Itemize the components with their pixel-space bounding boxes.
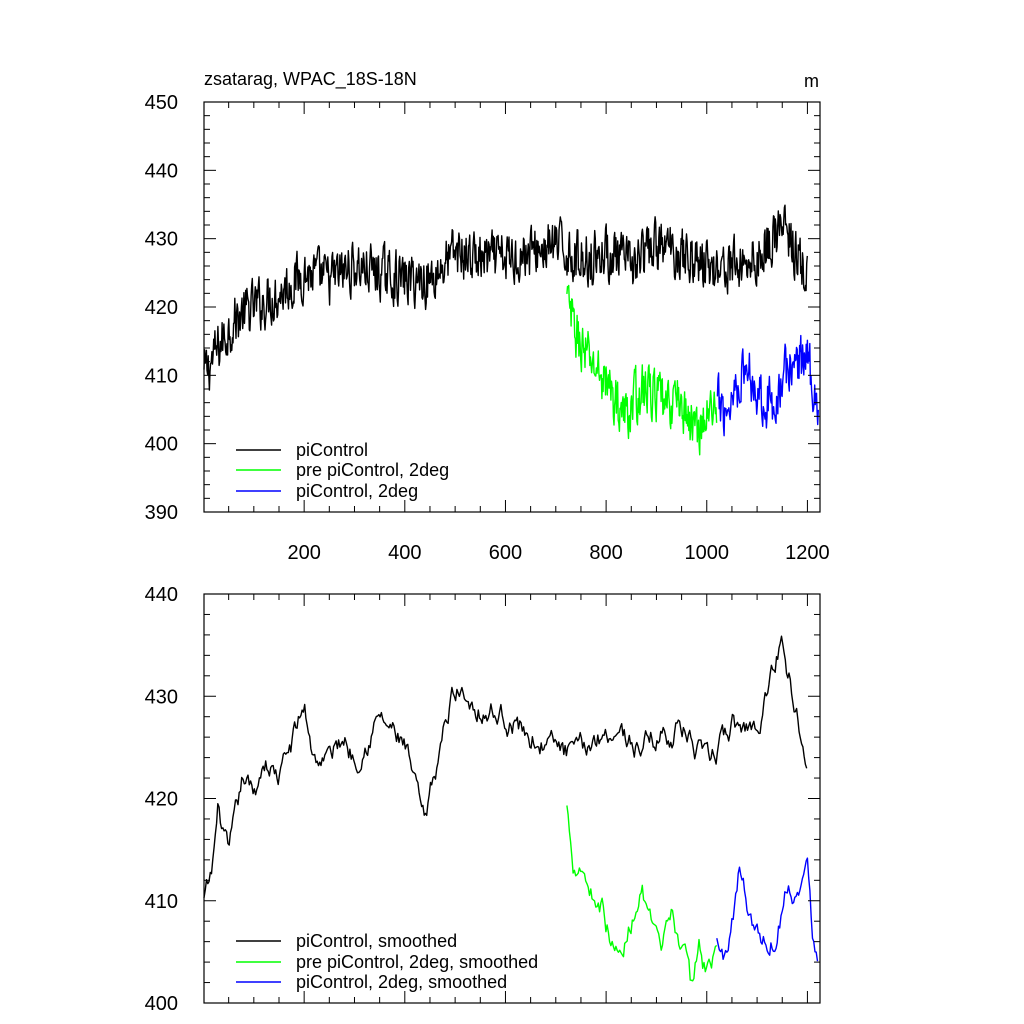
bottom-panel: 400 410 420 430 440 piControl, smoothed pre … (145, 584, 821, 1015)
top-legend: piControl pre piControl, 2deg piControl,… (236, 440, 449, 501)
top-series-group (203, 204, 819, 456)
y-tick-label: 420 (145, 789, 178, 811)
y-tick-label: 410 (145, 365, 178, 387)
x-tick-label: 1000 (685, 542, 730, 564)
series-line-pre-picontrol-2deg-smoothed (566, 805, 718, 982)
y-tick-label: 400 (145, 993, 178, 1015)
chart-title: zsatarag, WPAC_18S-18N (204, 69, 417, 90)
bottom-series-group (203, 635, 819, 982)
y-tick-label: 430 (145, 686, 178, 708)
x-tick-label: 600 (489, 542, 522, 564)
legend-label-picontrol-2deg: piControl, 2deg (296, 481, 418, 501)
y-tick-label: 410 (145, 891, 178, 913)
legend-label-pre-picontrol-2deg-smoothed: pre piControl, 2deg, smoothed (296, 952, 538, 972)
top-axes-group: 200 400 600 800 1000 1200 390 400 410 420 430 440 45… (145, 92, 830, 564)
legend-label-picontrol: piControl (296, 440, 368, 460)
top-panel: zsatarag, WPAC_18S-18N m 200 400 600 800 100… (145, 69, 830, 564)
x-tick-label: 800 (589, 542, 622, 564)
series-line-picontrol-2deg-smoothed (716, 857, 819, 962)
legend-label-picontrol-smoothed: piControl, smoothed (296, 931, 457, 951)
y-tick-label: 390 (145, 502, 178, 524)
x-tick-label: 200 (287, 542, 320, 564)
series-line-picontrol-2deg (716, 334, 819, 437)
legend-label-picontrol-2deg-smoothed: piControl, 2deg, smoothed (296, 972, 507, 992)
y-tick-label: 440 (145, 160, 178, 182)
series-line-picontrol-smoothed (203, 635, 808, 898)
units-label: m (804, 71, 819, 91)
y-tick-label: 420 (145, 297, 178, 319)
y-tick-label: 450 (145, 92, 178, 114)
x-tick-label: 1200 (785, 542, 830, 564)
series-line-picontrol (203, 204, 808, 391)
y-tick-label: 400 (145, 434, 178, 456)
bottom-axes-group: 400 410 420 430 440 (145, 584, 820, 1015)
bottom-legend: piControl, smoothed pre piControl, 2deg,… (236, 931, 538, 992)
y-tick-label: 430 (145, 229, 178, 251)
x-tick-label: 400 (388, 542, 421, 564)
y-tick-label: 440 (145, 584, 178, 606)
legend-label-pre-picontrol-2deg: pre piControl, 2deg (296, 460, 449, 480)
series-line-pre-picontrol-2deg (566, 284, 718, 456)
